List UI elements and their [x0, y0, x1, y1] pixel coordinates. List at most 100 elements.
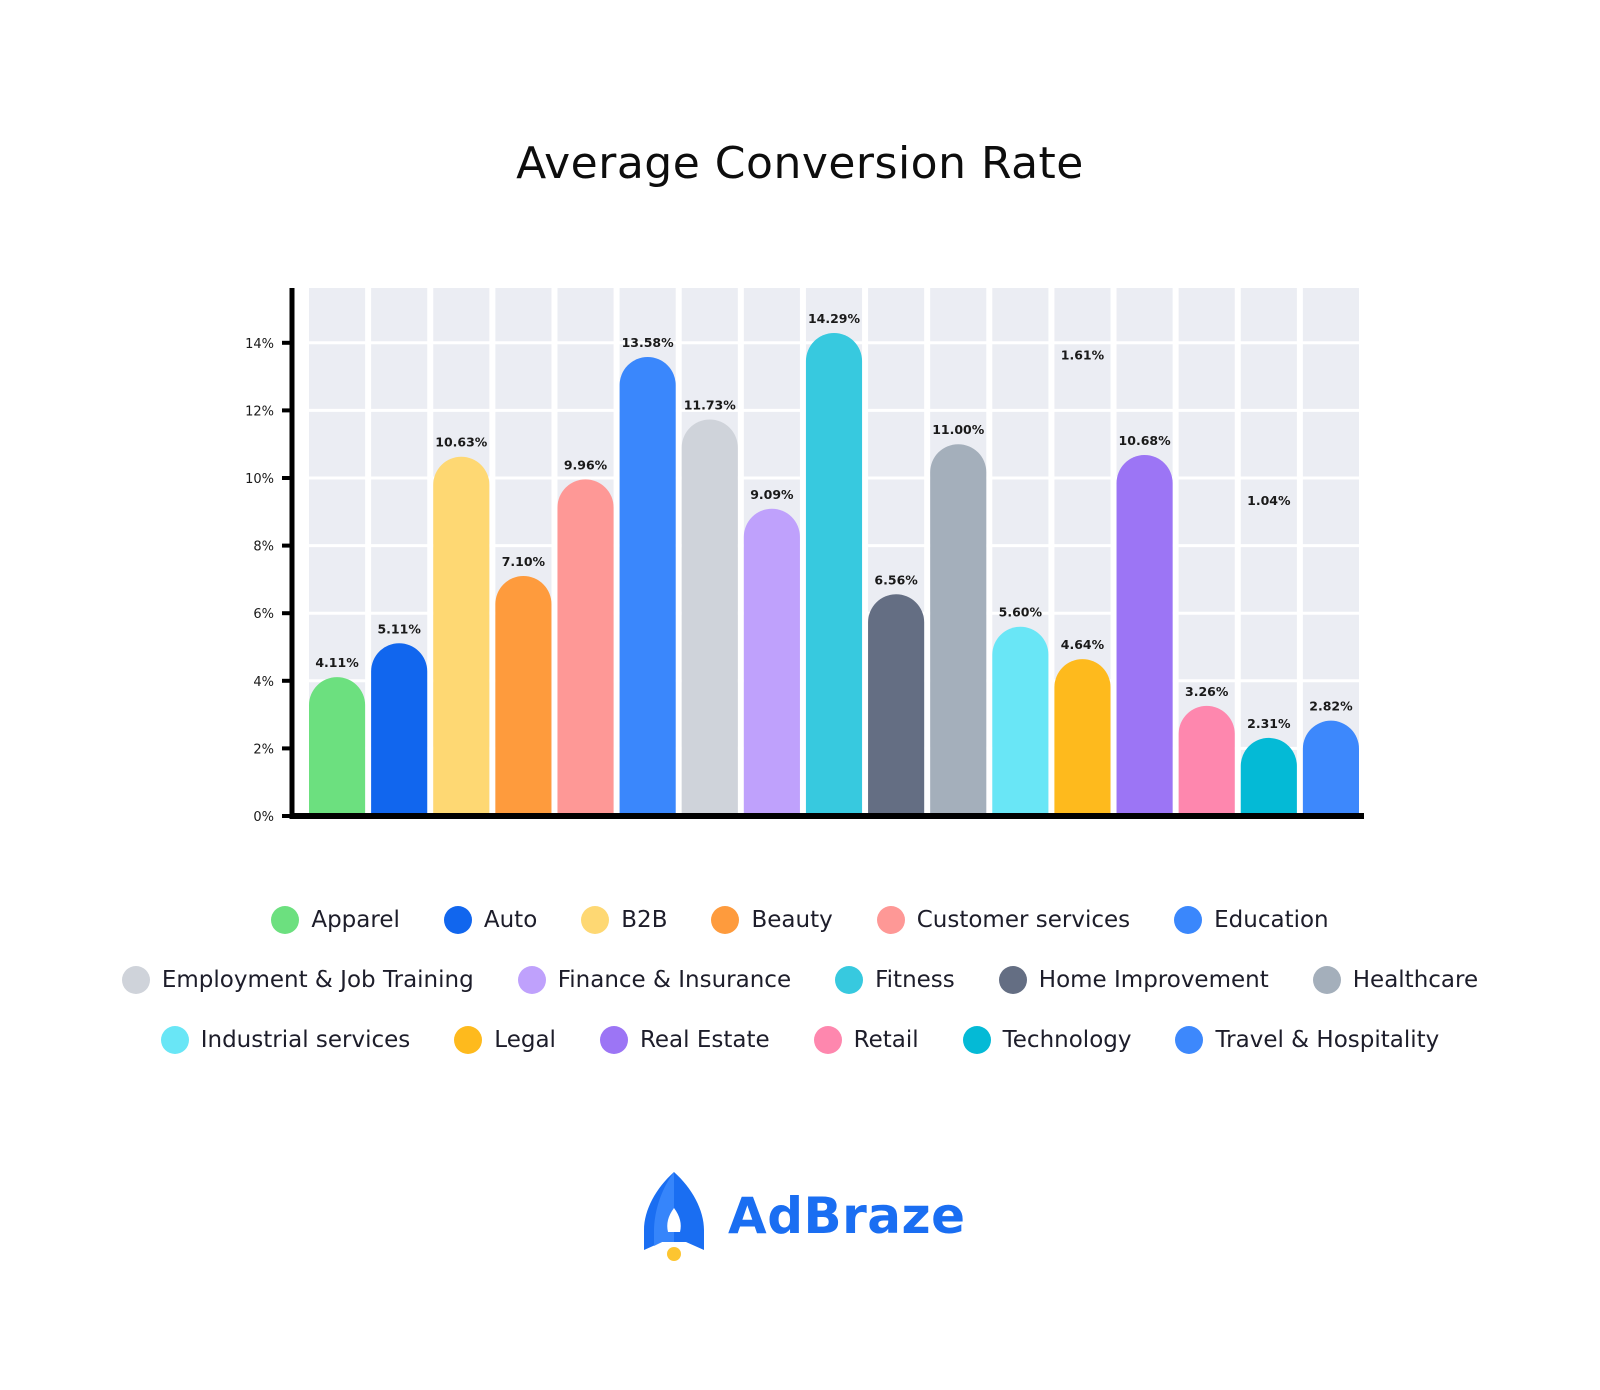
legend-item: Healthcare [1312, 966, 1479, 994]
bar-chart: 4.11% 5.11% 10.63% 7.10% 9.96% 13.58% 11.73% 9.… [245, 288, 1364, 825]
legend-label: Legal [494, 1027, 556, 1053]
data-label: 11.00% [932, 422, 985, 437]
y-tick-label: 12% [245, 404, 274, 419]
data-label: 10.63% [435, 435, 488, 450]
legend-item: Fitness [835, 966, 955, 994]
data-label: 1.61% [1061, 348, 1105, 363]
data-label: 1.04% [1247, 493, 1291, 508]
legend-item: Legal [454, 1026, 556, 1054]
legend-item: Industrial services [160, 1026, 411, 1054]
bar [619, 357, 676, 816]
legend-item: Real Estate [599, 1026, 770, 1054]
rocket-icon [644, 1172, 704, 1261]
legend-swatch [1312, 966, 1341, 994]
legend-swatch [998, 966, 1027, 994]
legend-swatch [581, 906, 610, 934]
bar [930, 444, 987, 816]
legend-label: Retail [853, 1027, 919, 1053]
data-label: 4.64% [1061, 637, 1105, 652]
bar [992, 626, 1049, 816]
bar [557, 479, 614, 816]
legend-swatch [711, 906, 740, 934]
y-tick-label: 8% [253, 540, 274, 555]
data-label: 3.26% [1185, 684, 1229, 699]
legend-swatch [454, 1026, 483, 1054]
data-label: 2.31% [1247, 716, 1291, 731]
legend-label: Fitness [875, 967, 955, 993]
legend-label: Travel & Hospitality [1215, 1027, 1440, 1053]
legend-item: Customer services [876, 906, 1131, 934]
legend-label: Employment & Job Training [161, 967, 474, 993]
data-label: 9.09% [750, 487, 794, 502]
bar [495, 576, 552, 816]
bar [868, 594, 925, 816]
bar [1116, 455, 1173, 816]
data-label: 10.68% [1119, 433, 1172, 448]
data-label: 14.29% [808, 311, 861, 326]
legend-swatch [813, 1026, 842, 1054]
data-label: 6.56% [874, 572, 918, 587]
bar [743, 508, 800, 816]
data-label: 9.96% [564, 457, 608, 472]
bar-track [1240, 288, 1297, 816]
y-tick-label: 2% [253, 742, 274, 757]
bar [1054, 659, 1111, 816]
data-label: 11.73% [684, 398, 737, 413]
legend-swatch [1175, 1026, 1204, 1054]
legend-label: Technology [1002, 1027, 1132, 1053]
legend-item: Travel & Hospitality [1175, 1026, 1439, 1054]
legend-row: Industrial services Legal Real Estate Retai… [0, 1010, 1600, 1070]
legend-swatch [1174, 906, 1203, 934]
legend-item: Employment & Job Training [121, 966, 474, 994]
legend-label: Education [1214, 907, 1329, 933]
bar [1240, 737, 1297, 816]
legend-item: Apparel [271, 906, 400, 934]
bar [681, 419, 738, 816]
legend-label: Beauty [751, 907, 833, 933]
bar [1178, 705, 1235, 816]
legend-item: Auto [443, 906, 538, 934]
data-label: 13.58% [622, 335, 675, 350]
y-tick-label: 6% [253, 607, 274, 622]
legend-item: Retail [813, 1026, 919, 1054]
bar [433, 456, 490, 816]
legend-swatch [160, 1026, 189, 1054]
legend-label: Home Improvement [1038, 967, 1269, 993]
legend-label: Industrial services [200, 1027, 411, 1053]
legend-row: Apparel Auto B2B Beauty Customer services Edu… [0, 890, 1600, 950]
data-label: 2.82% [1309, 699, 1353, 714]
legend-swatch [835, 966, 864, 994]
legend-item: Finance & Insurance [517, 966, 791, 994]
data-label: 4.11% [315, 655, 359, 670]
data-label: 7.10% [502, 554, 546, 569]
legend-label: Customer services [916, 907, 1131, 933]
legend-swatch [962, 1026, 991, 1054]
legend-swatch [876, 906, 905, 934]
chart-title: Average Conversion Rate [516, 138, 1084, 189]
data-label: 5.60% [999, 605, 1043, 620]
legend-swatch [517, 966, 546, 994]
legend-item: Beauty [711, 906, 833, 934]
legend-label: Healthcare [1352, 967, 1479, 993]
y-tick-label: 0% [253, 810, 274, 825]
legend-item: Technology [962, 1026, 1132, 1054]
bar [371, 643, 428, 816]
bar [309, 677, 366, 816]
bar [1302, 720, 1359, 816]
legend-item: B2B [581, 906, 667, 934]
data-label: 5.11% [377, 621, 421, 636]
legend-swatch [121, 966, 150, 994]
legend-label: B2B [621, 907, 668, 933]
y-tick-label: 10% [245, 472, 274, 487]
legend-item: Education [1174, 906, 1329, 934]
legend-swatch [599, 1026, 628, 1054]
brand-logo: AdBraze [640, 1170, 966, 1262]
brand-name: AdBraze [728, 1187, 966, 1245]
legend-label: Auto [483, 907, 538, 933]
y-tick-label: 14% [245, 337, 274, 352]
legend-swatch [271, 906, 300, 934]
legend-label: Apparel [311, 907, 400, 933]
legend-label: Real Estate [639, 1027, 770, 1053]
y-tick-label: 4% [253, 675, 274, 690]
legend-swatch [443, 906, 472, 934]
